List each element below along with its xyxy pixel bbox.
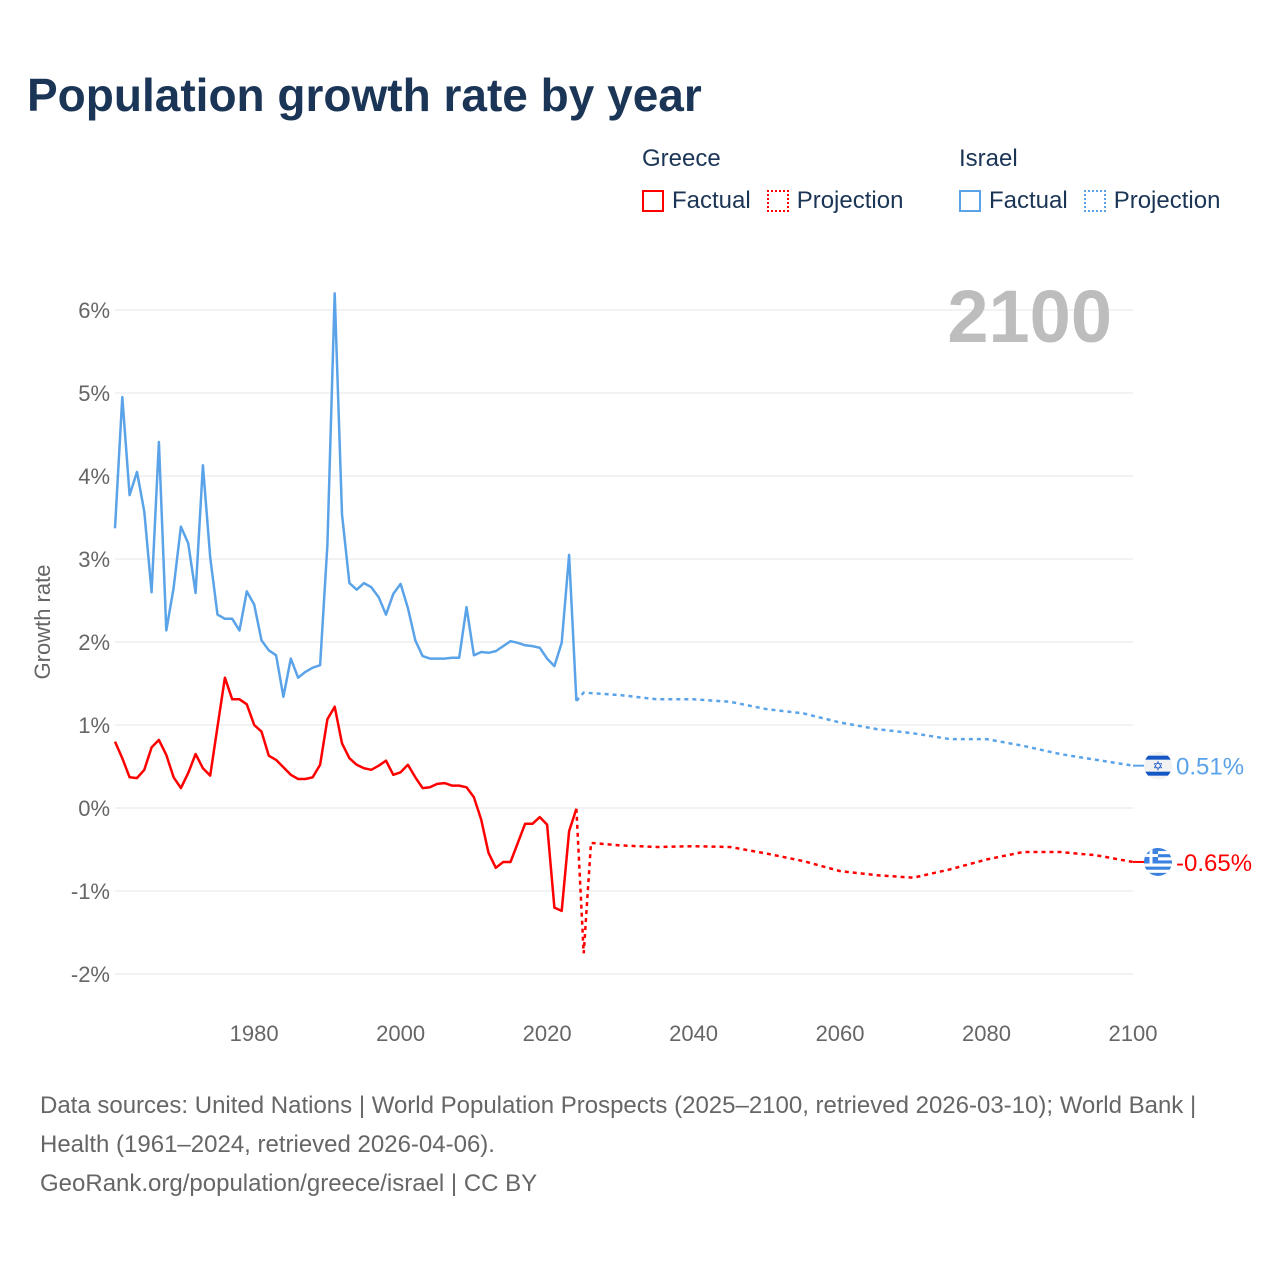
legend-israel-factual[interactable]: Factual xyxy=(959,187,1068,215)
legend-swatch-dotted xyxy=(766,190,789,212)
legend-group-title: Israel xyxy=(959,145,1018,172)
y-tick-label: 3% xyxy=(78,547,110,572)
svg-text:✡: ✡ xyxy=(1153,759,1164,774)
x-tick-label: 2040 xyxy=(669,1021,718,1046)
legend-greece: Greece Factual Projection xyxy=(642,145,919,215)
y-tick-label: 2% xyxy=(78,630,110,655)
israel-flag-icon: ✡ xyxy=(1144,751,1172,780)
chart-title: Population growth rate by year xyxy=(27,69,702,121)
series-greece-factual xyxy=(113,676,578,913)
footer: Data sources: United Nations | World Pop… xyxy=(40,1086,1240,1203)
data-sources: Data sources: United Nations | World Pop… xyxy=(40,1092,1197,1158)
legend-swatch-dotted xyxy=(1083,190,1106,212)
x-tick-label: 2080 xyxy=(962,1021,1011,1046)
legend-label: Factual xyxy=(989,187,1068,214)
legend-swatch-solid xyxy=(642,190,664,212)
x-tick-label: 2020 xyxy=(523,1021,572,1046)
series-israel-projection xyxy=(575,691,1134,767)
y-tick-label: 6% xyxy=(78,298,110,323)
series-israel-factual xyxy=(113,292,578,701)
end-value-label-israel: 0.51% xyxy=(1176,754,1244,781)
y-tick-label: 1% xyxy=(78,713,110,738)
legend-group-title: Greece xyxy=(642,145,721,172)
line-chart: -2% -1% 0% 1% 2% 3% 4% 5% 6% 1980 2000 2020 2040 2060… xyxy=(30,275,1252,1046)
y-tick-label: 4% xyxy=(78,464,110,489)
x-tick-label: 2100 xyxy=(1109,1021,1158,1046)
legend-israel: Israel Factual Projection xyxy=(959,145,1236,215)
legend-swatch-solid xyxy=(959,190,981,212)
y-tick-label: -2% xyxy=(71,962,110,987)
end-value-label-greece: -0.65% xyxy=(1176,850,1252,877)
y-tick-label: 5% xyxy=(78,381,110,406)
legend-label: Projection xyxy=(796,187,904,214)
x-tick-label: 1980 xyxy=(230,1021,279,1046)
y-axis-label: Growth rate xyxy=(30,565,55,680)
x-tick-label: 2060 xyxy=(816,1021,865,1046)
series-greece-projection xyxy=(575,808,1134,954)
y-tick-label: -1% xyxy=(71,879,110,904)
credit-link[interactable]: GeoRank.org/population/greece/israel | C… xyxy=(40,1170,538,1197)
x-tick-label: 2000 xyxy=(376,1021,425,1046)
legend-label: Projection xyxy=(1113,187,1221,214)
legend-label: Factual xyxy=(672,187,751,214)
legend-israel-projection[interactable]: Projection xyxy=(1083,187,1221,215)
legend-greece-projection[interactable]: Projection xyxy=(766,187,904,215)
legend-greece-factual[interactable]: Factual xyxy=(642,187,751,215)
greece-flag-icon xyxy=(1144,847,1172,876)
year-watermark: 2100 xyxy=(947,275,1112,358)
y-tick-label: 0% xyxy=(78,796,110,821)
